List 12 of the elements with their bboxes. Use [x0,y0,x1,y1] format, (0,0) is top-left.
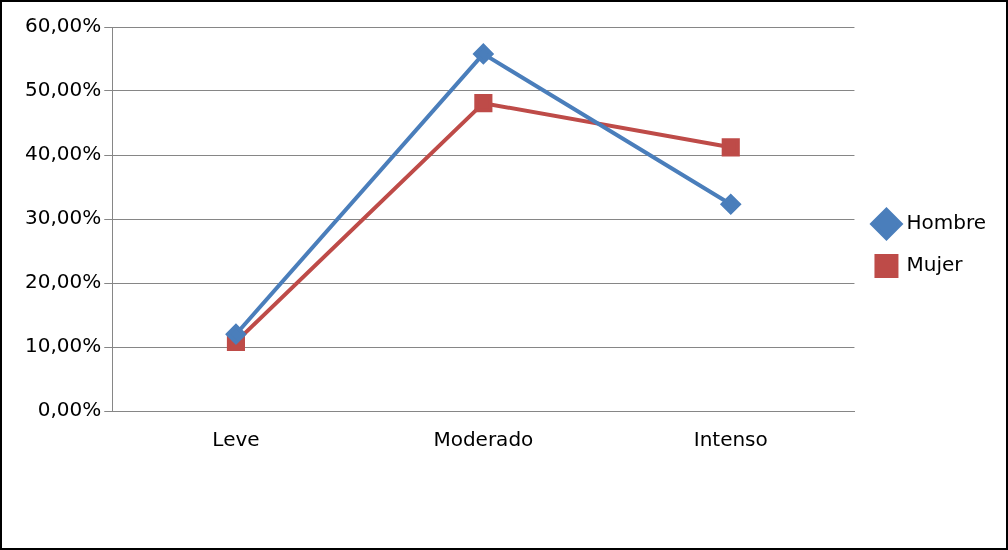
x-tick-label: Intenso [693,427,768,452]
y-tick-label: 10,00% [24,333,102,358]
y-tick-label: 30,00% [24,205,102,230]
y-tick-label: 40,00% [24,141,102,166]
y-tick-label: 0,00% [37,397,102,422]
x-tick-label: Moderado [433,427,534,452]
legend-label: Hombre [906,210,987,235]
x-tick-label: Leve [212,427,260,452]
legend-label: Mujer [906,252,964,277]
y-tick-label: 20,00% [24,269,102,294]
y-tick-label: 50,00% [24,77,102,102]
y-tick-label: 60,00% [24,13,102,38]
